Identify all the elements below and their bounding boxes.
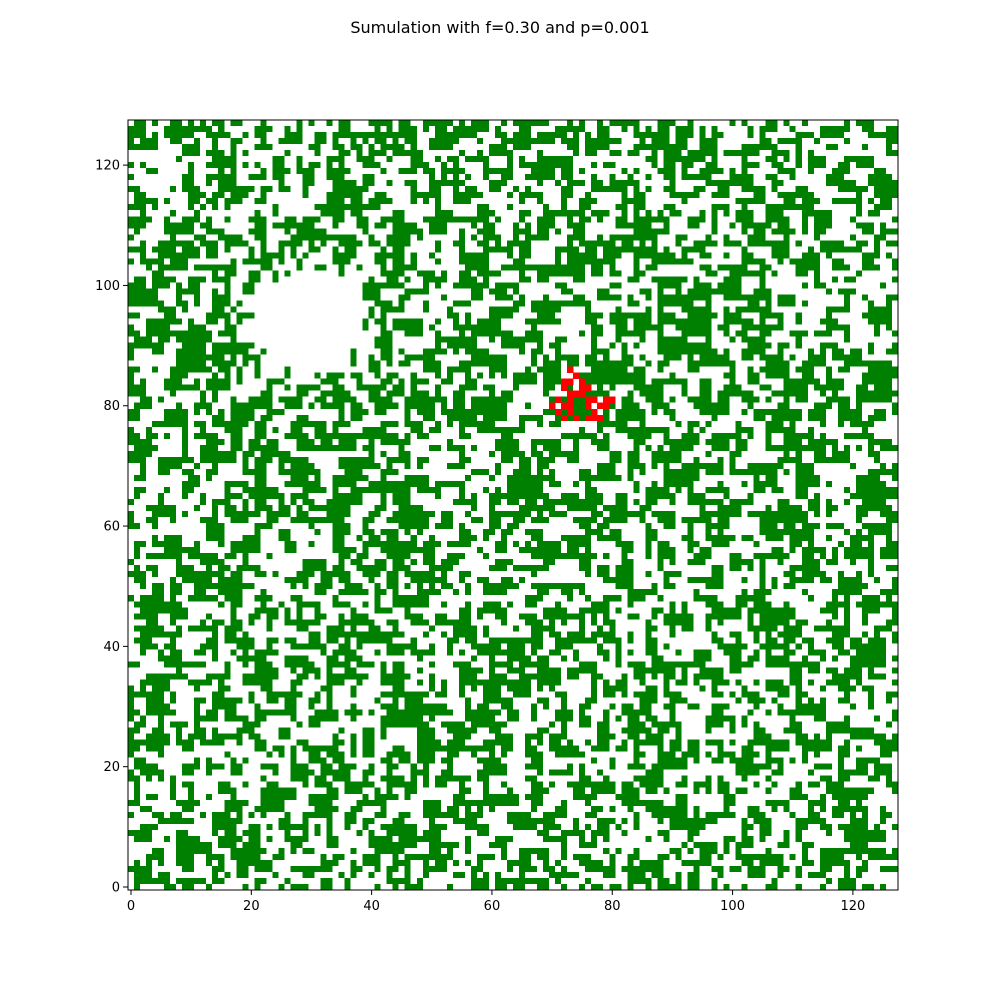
burning-cell <box>555 408 562 416</box>
burning-cell <box>561 402 568 410</box>
burning-cell <box>567 390 574 398</box>
x-tick-label: 0 <box>127 899 135 914</box>
burning-cell <box>567 402 574 410</box>
burning-cell <box>567 408 574 416</box>
y-tick-label: 60 <box>103 520 120 535</box>
y-tick-label: 100 <box>95 279 120 294</box>
x-tick-label: 60 <box>484 899 501 914</box>
burning-cell <box>603 396 610 404</box>
burning-cell <box>555 396 562 404</box>
burning-cell <box>585 402 592 410</box>
x-tick-label: 100 <box>720 899 745 914</box>
x-tick-label: 20 <box>243 899 260 914</box>
burning-cell <box>561 384 568 392</box>
burning-cell <box>585 414 592 422</box>
burning-cell <box>573 414 580 422</box>
burning-cell <box>561 414 568 422</box>
x-tick-label: 120 <box>840 899 865 914</box>
burning-cell <box>567 378 574 385</box>
burning-cell <box>591 414 598 422</box>
tree-cells <box>128 120 899 890</box>
burning-cell <box>549 402 556 410</box>
burning-cell <box>567 366 574 373</box>
x-axis: 0 20 40 60 80 100 120 <box>127 890 865 914</box>
burning-cell <box>591 408 598 416</box>
y-tick-label: 40 <box>103 640 120 655</box>
plot-frame <box>127 119 899 891</box>
x-tick-label: 80 <box>604 899 621 914</box>
y-tick-label: 120 <box>95 159 120 174</box>
burning-cell <box>585 396 592 404</box>
x-tick-label: 40 <box>363 899 380 914</box>
burning-cell <box>609 396 616 404</box>
cell-layer <box>128 120 899 890</box>
burning-cell <box>597 402 604 410</box>
chart-title: Sumulation with f=0.30 and p=0.001 <box>350 18 650 37</box>
burning-cell <box>585 384 592 392</box>
y-axis: 0 20 40 60 80 100 120 <box>95 159 128 895</box>
y-tick-label: 80 <box>103 399 120 414</box>
burning-cell <box>573 390 580 398</box>
burning-cell <box>579 390 586 398</box>
burning-cell <box>597 414 604 422</box>
y-tick-label: 20 <box>103 760 120 775</box>
burning-cell <box>591 396 598 404</box>
burning-cell <box>579 384 586 392</box>
burning-cell <box>561 378 568 385</box>
y-tick-label: 0 <box>112 880 120 895</box>
burning-cell <box>579 378 586 385</box>
burning-cell <box>573 372 580 379</box>
burning-cell <box>603 402 610 410</box>
burning-cell <box>567 396 574 404</box>
